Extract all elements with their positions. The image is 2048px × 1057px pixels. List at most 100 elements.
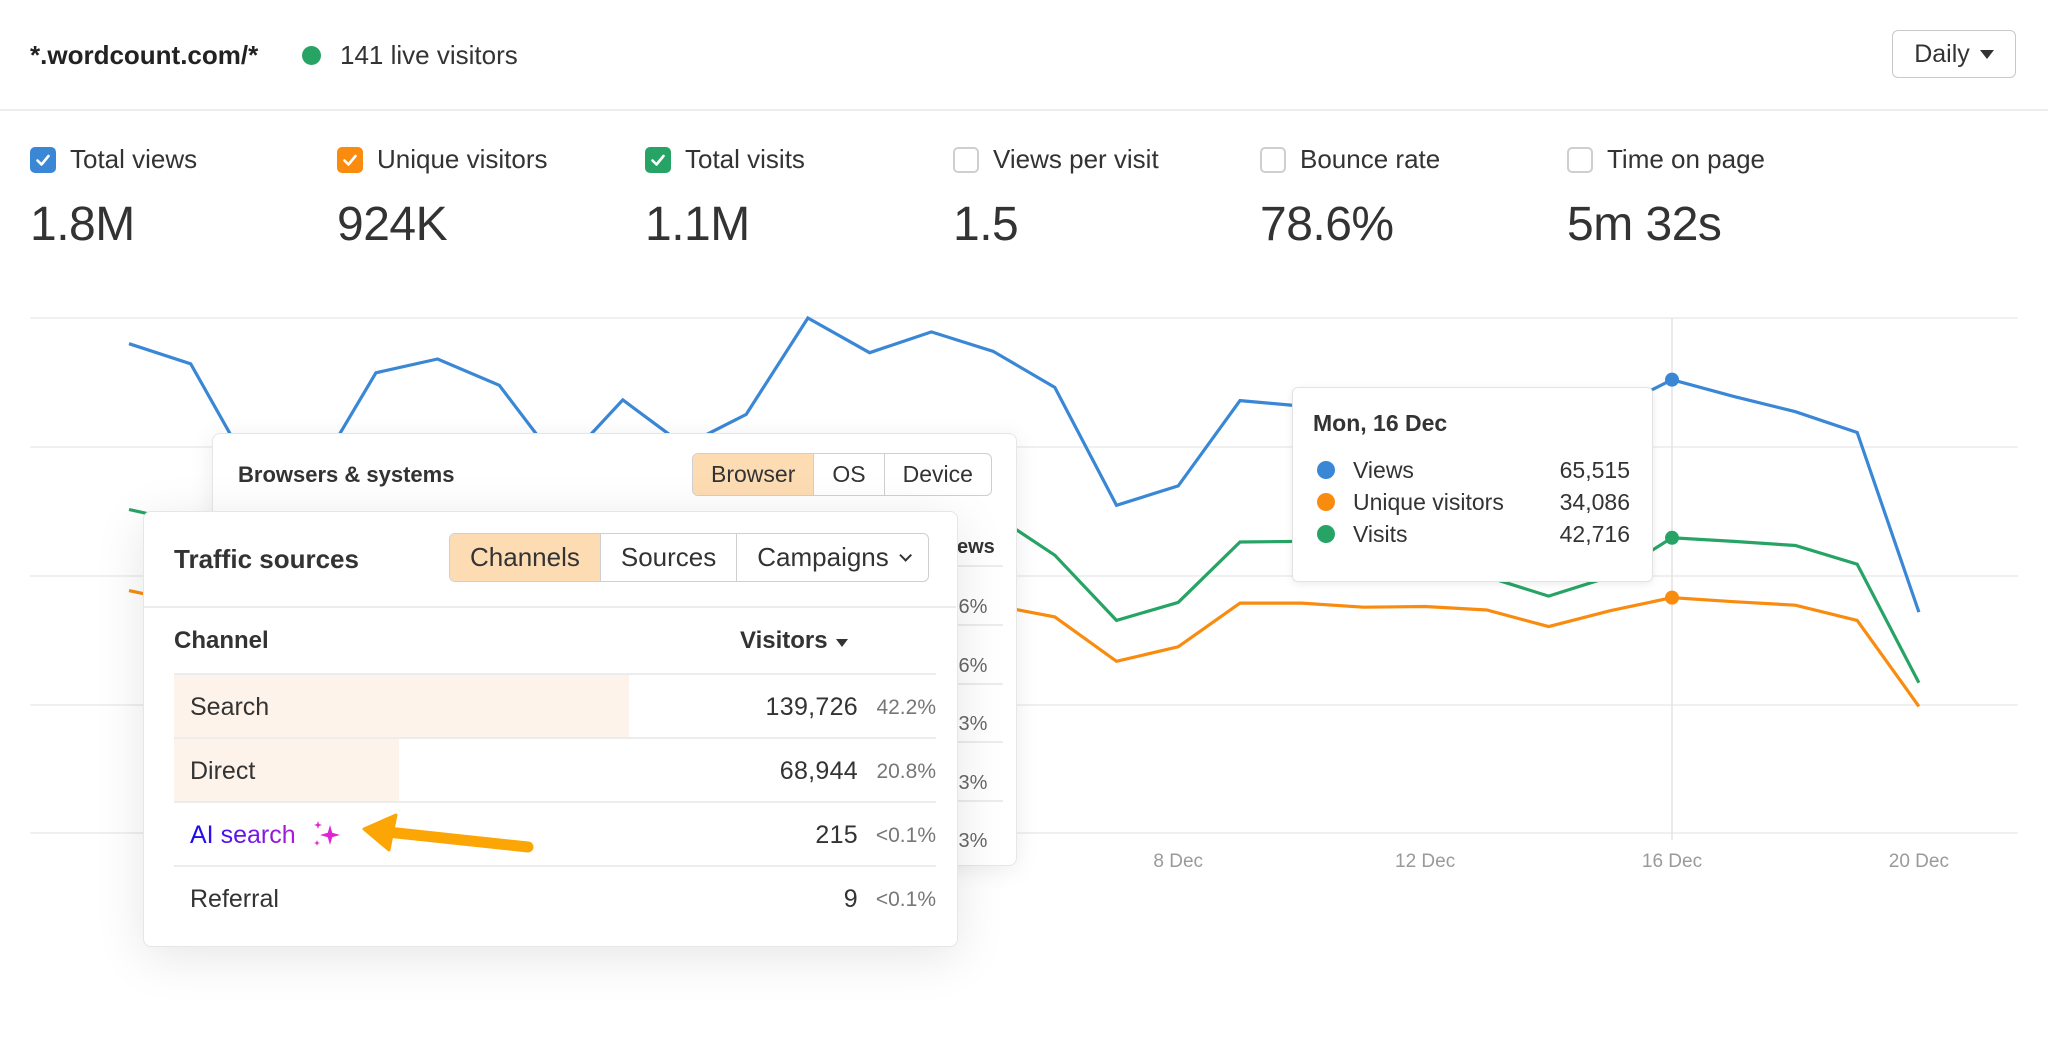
caret-down-icon [1979,49,1994,59]
divider [953,800,1003,802]
channel-name: AI search [190,821,296,849]
metric-value: 5m 32s [1567,198,1722,251]
channel-name: Direct [190,757,256,785]
traffic-card-title: Traffic sources [174,544,359,574]
live-indicator-icon [302,46,321,65]
sparkles-icon [314,821,340,846]
metric-value: 924K [337,198,448,251]
browser-share-value: .6% [953,655,988,677]
tooltip-row-visits: Visits 42,716 [1317,519,1630,549]
divider [953,624,1003,626]
metric-value: 1.1M [645,198,750,251]
unique-visitors-dot-icon [1317,493,1335,511]
tab-campaigns[interactable]: Campaigns [736,534,928,581]
metric-toggle[interactable]: Bounce rate [1260,144,1440,175]
divider [953,741,1003,743]
browser-share-value: .6% [953,596,988,618]
hover-point-icon [1665,530,1679,545]
interval-dropdown[interactable]: Daily [1892,30,2016,78]
channel-name: Search [190,693,270,721]
tooltip-row-unique-visitors: Unique visitors 34,086 [1317,487,1630,517]
metric-toggle[interactable]: Total views [30,144,197,175]
visitors-percent: 42.2% [876,696,936,719]
visitors-count: 68,944 [779,757,858,785]
browser-share-value: .3% [953,713,988,735]
metric-unique-visitors: Unique visitors 924K [337,144,548,252]
chart-tooltip: Mon, 16 Dec Views 65,515 Unique visitors… [1292,387,1653,582]
metric-value: 1.5 [953,198,1019,251]
channel-row-ai-search[interactable]: AI search 215 <0.1% [174,801,936,865]
browser-share-value: .3% [953,772,988,794]
share-bar [174,675,629,737]
metric-bounce-rate: Bounce rate 78.6% [1260,144,1440,252]
campaigns-label: Campaigns [757,542,889,572]
site-filter[interactable]: *.wordcount.com/* [30,40,259,70]
metric-total-visits: Total visits 1.1M [645,144,805,252]
channel-column-header: Channel [174,627,269,654]
browsers-card-title: Browsers & systems [238,462,455,487]
tooltip-label: Unique visitors [1353,488,1504,515]
tooltip-row-views: Views 65,515 [1317,455,1630,485]
tab-channels[interactable]: Channels [450,534,600,581]
metric-label: Total views [70,144,198,174]
checkbox-unchecked-icon[interactable] [1260,146,1286,173]
chevron-down-icon [899,549,912,562]
visitors-column-header[interactable]: Visitors [740,627,848,655]
visitors-header-label: Visitors [740,627,828,654]
hover-point-icon [1665,590,1679,605]
metric-toggle[interactable]: Time on page [1567,144,1765,175]
visitors-percent: <0.1% [875,888,936,911]
checkbox-checked-icon[interactable] [645,146,671,173]
tooltip-value: 65,515 [1559,456,1630,483]
metric-toggle[interactable]: Unique visitors [337,144,548,175]
traffic-tab-group: Channels Sources Campaigns [449,533,929,582]
tooltip-value: 34,086 [1559,488,1630,515]
browsers-tab-group: Browser OS Device [692,453,992,496]
traffic-sources-card: Traffic sources Channels Sources Campaig… [143,511,958,947]
tab-browser[interactable]: Browser [693,454,814,495]
tooltip-label: Views [1353,456,1414,483]
x-axis-tick: 16 Dec [1641,851,1703,872]
checkbox-unchecked-icon[interactable] [1567,146,1593,173]
x-axis-tick: 12 Dec [1395,851,1456,872]
checkbox-checked-icon[interactable] [337,146,363,173]
hover-point-icon [1665,372,1679,387]
metric-label: Bounce rate [1300,144,1441,174]
metric-views-per-visit: Views per visit 1.5 [953,144,1159,252]
checkbox-checked-icon[interactable] [30,146,56,173]
divider [144,606,956,608]
metric-label: Total visits [685,144,805,174]
x-axis-tick: 20 Dec [1888,851,1949,872]
tab-sources[interactable]: Sources [599,534,736,581]
metric-label: Time on page [1607,144,1766,174]
metric-label: Unique visitors [377,144,548,174]
metric-label: Views per visit [993,144,1159,174]
metric-total-views: Total views 1.8M [30,144,197,252]
checkbox-unchecked-icon[interactable] [953,146,979,173]
tab-os[interactable]: OS [813,454,883,495]
visitors-percent: 20.8% [876,760,936,783]
channel-row-direct[interactable]: Direct 68,944 20.8% [174,737,936,801]
visitors-count: 9 [843,885,858,913]
divider [953,683,1003,685]
tooltip-label: Visits [1353,520,1408,547]
divider [953,565,1003,567]
metric-value: 1.8M [30,198,135,251]
views-column-header: ews [957,536,995,558]
channel-row-referral[interactable]: Referral 9 <0.1% [174,865,936,929]
browser-share-value: .3% [953,830,988,852]
interval-label: Daily [1914,39,1970,68]
channel-name: Referral [190,885,279,913]
visitors-percent: <0.1% [875,824,936,847]
tab-device[interactable]: Device [883,454,991,495]
metric-value: 78.6% [1260,198,1394,251]
tooltip-value: 42,716 [1559,520,1630,547]
metric-toggle[interactable]: Total visits [645,144,805,175]
visits-dot-icon [1317,525,1335,543]
channel-row-search[interactable]: Search 139,726 42.2% [174,673,936,737]
views-dot-icon [1317,461,1335,479]
sort-desc-icon [835,638,848,647]
tooltip-date: Mon, 16 Dec [1313,410,1448,436]
visitors-count: 215 [815,821,858,849]
metric-toggle[interactable]: Views per visit [953,144,1159,175]
